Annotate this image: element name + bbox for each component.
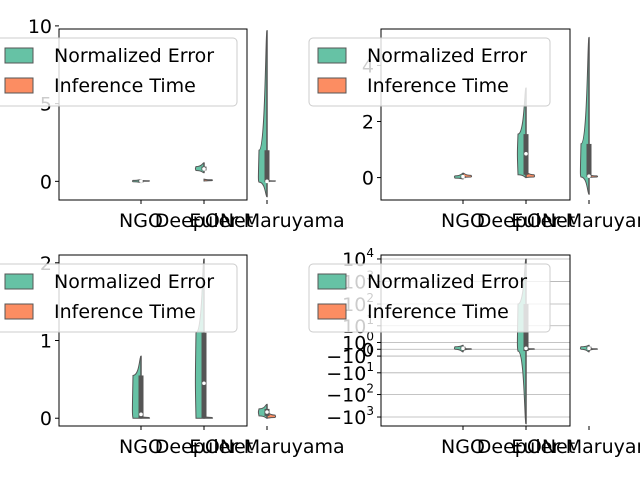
chart-panel-1: 0510NGODeepONetEuler-MaruyamaNormalized … — [0, 16, 345, 232]
legend-swatch — [317, 47, 347, 64]
y-tick-label: −103 — [326, 404, 374, 429]
x-tick-label: DeepONet — [155, 210, 253, 232]
axes-frame — [380, 28, 571, 201]
median-dot — [265, 179, 269, 184]
median-dot — [461, 346, 465, 351]
x-tick-label: DeepONet — [155, 436, 253, 458]
x-tick-label: NGO — [441, 436, 485, 458]
y-tick-label: 10 — [28, 16, 52, 38]
x-tick-label: DeepONet — [477, 436, 575, 458]
legend-label: Normalized Error — [367, 271, 527, 293]
y-tick-label: −100 — [326, 343, 374, 368]
x-tick-label: Euler-Maruyama — [511, 436, 640, 458]
y-tick-label: −102 — [326, 382, 374, 407]
legend-label: Normalized Error — [54, 271, 214, 293]
median-dot — [139, 179, 143, 183]
median-dot — [461, 174, 465, 179]
legend-box — [0, 263, 238, 333]
iqr-box — [264, 150, 270, 183]
iqr-box — [586, 143, 592, 178]
legend-swatch — [4, 47, 34, 64]
legend-label: Normalized Error — [54, 45, 214, 67]
x-tick-label: DeepONet — [477, 210, 575, 232]
legend-label: Normalized Error — [367, 45, 527, 67]
legend-label: Inference Time — [54, 75, 196, 97]
median-dot — [587, 346, 591, 351]
legend: Normalized Error Inference Time — [308, 263, 551, 333]
legend-swatch — [4, 273, 34, 290]
median-dot — [524, 346, 528, 351]
legend-swatch — [4, 77, 34, 94]
legend-swatch — [317, 273, 347, 290]
chart-panel-4: 1041031021011000−100−101−102−103NGODeepO… — [308, 246, 640, 458]
legend-swatch — [317, 303, 347, 320]
y-tick-label: 0 — [40, 408, 52, 430]
legend-label: Inference Time — [54, 301, 196, 323]
median-dot — [202, 167, 206, 171]
y-tick-label: 100 — [342, 329, 374, 354]
y-tick-label: −101 — [326, 360, 374, 385]
legend-box — [308, 37, 551, 107]
legend-swatch — [4, 303, 34, 320]
iqr-box — [201, 332, 207, 419]
x-tick-label: NGO — [119, 210, 163, 232]
legend-label: Inference Time — [367, 75, 509, 97]
y-tick-label: 0 — [40, 171, 52, 193]
iqr-box — [138, 375, 144, 419]
legend: Normalized Error Inference Time — [0, 37, 238, 107]
median-dot — [587, 174, 591, 178]
median-dot — [139, 412, 143, 417]
y-tick-label: 1 — [40, 331, 52, 353]
legend: Normalized Error Inference Time — [308, 37, 551, 107]
median-dot — [202, 381, 206, 386]
x-tick-label: Euler-Maruyama — [189, 210, 344, 232]
axes-frame — [58, 28, 248, 201]
axes-frame — [380, 254, 571, 427]
y-tick-label: 0 — [362, 339, 374, 361]
y-tick-label: 2 — [362, 112, 374, 134]
legend-swatch — [317, 77, 347, 94]
x-tick-label: Euler-Maruyama — [511, 210, 640, 232]
x-tick-label: Euler-Maruyama — [189, 436, 344, 458]
violin-inference-time-deeponet — [203, 178, 214, 182]
legend-box — [0, 37, 238, 107]
x-tick-label: NGO — [119, 436, 163, 458]
legend: Normalized Error Inference Time — [0, 263, 238, 333]
median-dot — [524, 151, 528, 156]
median-dot — [265, 410, 269, 414]
legend-box — [308, 263, 551, 333]
x-tick-label: NGO — [441, 210, 485, 232]
y-tick-label: 0 — [362, 168, 374, 190]
legend-label: Inference Time — [367, 301, 509, 323]
